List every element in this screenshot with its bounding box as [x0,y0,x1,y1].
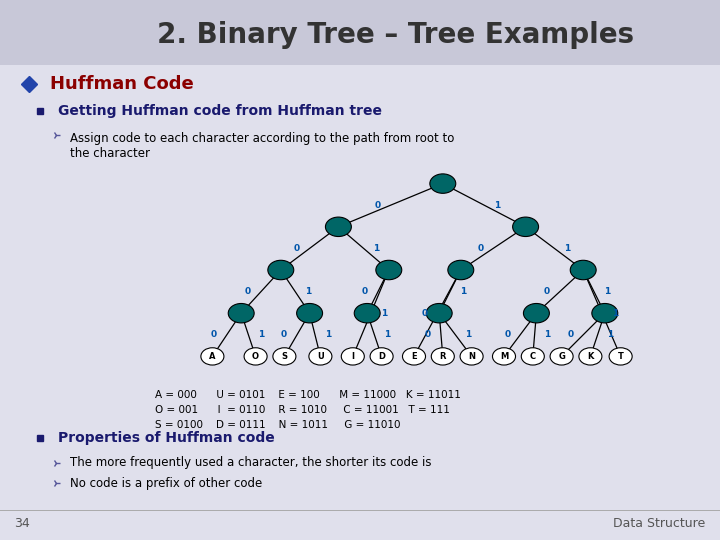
FancyBboxPatch shape [0,0,720,65]
Circle shape [521,348,544,365]
Text: The more frequently used a character, the shorter its code is: The more frequently used a character, th… [70,456,431,469]
Text: Huffman Code: Huffman Code [50,75,194,93]
Circle shape [228,303,254,323]
Circle shape [431,348,454,365]
Circle shape [570,260,596,280]
Text: U: U [317,352,324,361]
Text: 0: 0 [362,287,368,296]
Circle shape [268,260,294,280]
Circle shape [341,348,364,365]
Text: No code is a prefix of other code: No code is a prefix of other code [70,477,262,490]
Text: 1: 1 [544,330,551,339]
Text: 1: 1 [374,244,379,253]
Text: E: E [411,352,417,361]
Text: 1: 1 [465,330,472,339]
Circle shape [354,303,380,323]
Circle shape [523,303,549,323]
Text: S: S [282,352,287,361]
Text: 1: 1 [384,330,390,339]
Text: C: C [530,352,536,361]
Circle shape [492,348,516,365]
Text: Assign code to each character according to the path from root to
the character: Assign code to each character according … [70,132,454,160]
Text: 0: 0 [544,287,550,296]
Text: T: T [618,352,624,361]
Text: 1: 1 [564,244,570,253]
Text: A = 000      U = 0101    E = 100      M = 11000   K = 11011
O = 001      I  = 01: A = 000 U = 0101 E = 100 M = 11000 K = 1… [155,390,461,430]
Text: 34: 34 [14,517,30,530]
Text: R: R [439,352,446,361]
Circle shape [325,217,351,237]
Text: 0: 0 [425,330,431,339]
Circle shape [430,174,456,193]
Text: O: O [252,352,259,361]
Text: Properties of Huffman code: Properties of Huffman code [58,431,274,446]
Circle shape [244,348,267,365]
Text: Data Structure: Data Structure [613,517,706,530]
Text: 1: 1 [608,330,613,339]
Text: 1: 1 [305,287,311,296]
Text: 0: 0 [567,330,573,339]
Text: 0: 0 [294,244,300,253]
Text: 0: 0 [477,244,483,253]
Text: 1: 1 [460,287,466,296]
Text: M: M [500,352,508,361]
Text: 0: 0 [211,330,217,339]
Text: Getting Huffman code from Huffman tree: Getting Huffman code from Huffman tree [58,104,382,118]
Text: 0: 0 [281,330,287,339]
Text: 1: 1 [258,330,264,339]
Text: 1: 1 [612,309,618,318]
Circle shape [297,303,323,323]
Circle shape [201,348,224,365]
Circle shape [513,217,539,237]
Text: 0: 0 [374,201,381,210]
Text: N: N [468,352,475,361]
Circle shape [550,348,573,365]
Circle shape [592,303,618,323]
Circle shape [460,348,483,365]
Circle shape [579,348,602,365]
Text: I: I [351,352,354,361]
Text: K: K [588,352,593,361]
Text: 0: 0 [504,330,510,339]
Text: 1: 1 [494,201,500,210]
Circle shape [402,348,426,365]
Circle shape [609,348,632,365]
Circle shape [309,348,332,365]
Text: 1: 1 [325,330,331,339]
Text: 1: 1 [604,287,610,296]
Circle shape [376,260,402,280]
Text: 1: 1 [381,309,387,318]
Text: D: D [378,352,385,361]
Circle shape [426,303,452,323]
Text: 0: 0 [245,287,251,296]
Text: 2. Binary Tree – Tree Examples: 2. Binary Tree – Tree Examples [158,21,634,49]
Text: A: A [209,352,216,361]
Circle shape [370,348,393,365]
Text: G: G [558,352,565,361]
Circle shape [448,260,474,280]
Text: 0: 0 [421,309,428,318]
Circle shape [273,348,296,365]
